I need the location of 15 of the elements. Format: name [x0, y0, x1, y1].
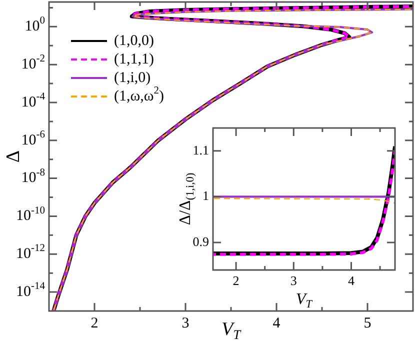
- y-tick-label: 1: [202, 188, 209, 204]
- legend-label: (1,0,0): [114, 32, 154, 49]
- x-tick-label: 5: [364, 315, 372, 332]
- x-tick-label: 3: [290, 272, 297, 288]
- x-tick-label: 3: [182, 315, 190, 332]
- x-tick-label: 4: [272, 315, 281, 332]
- y-tick-label: 1.1: [192, 142, 209, 158]
- y-axis-title: Δ/Δ(1,i,0): [177, 172, 197, 226]
- x-tick-label: 4: [348, 272, 355, 288]
- x-tick-label: 2: [232, 272, 240, 288]
- x-tick-label: 2: [90, 315, 98, 332]
- legend-label: (1,1,1): [114, 51, 154, 68]
- legend-label: (1,i,0): [114, 70, 151, 86]
- y-axis-title: Δ: [2, 150, 24, 163]
- y-tick-label: 0.9: [192, 234, 209, 249]
